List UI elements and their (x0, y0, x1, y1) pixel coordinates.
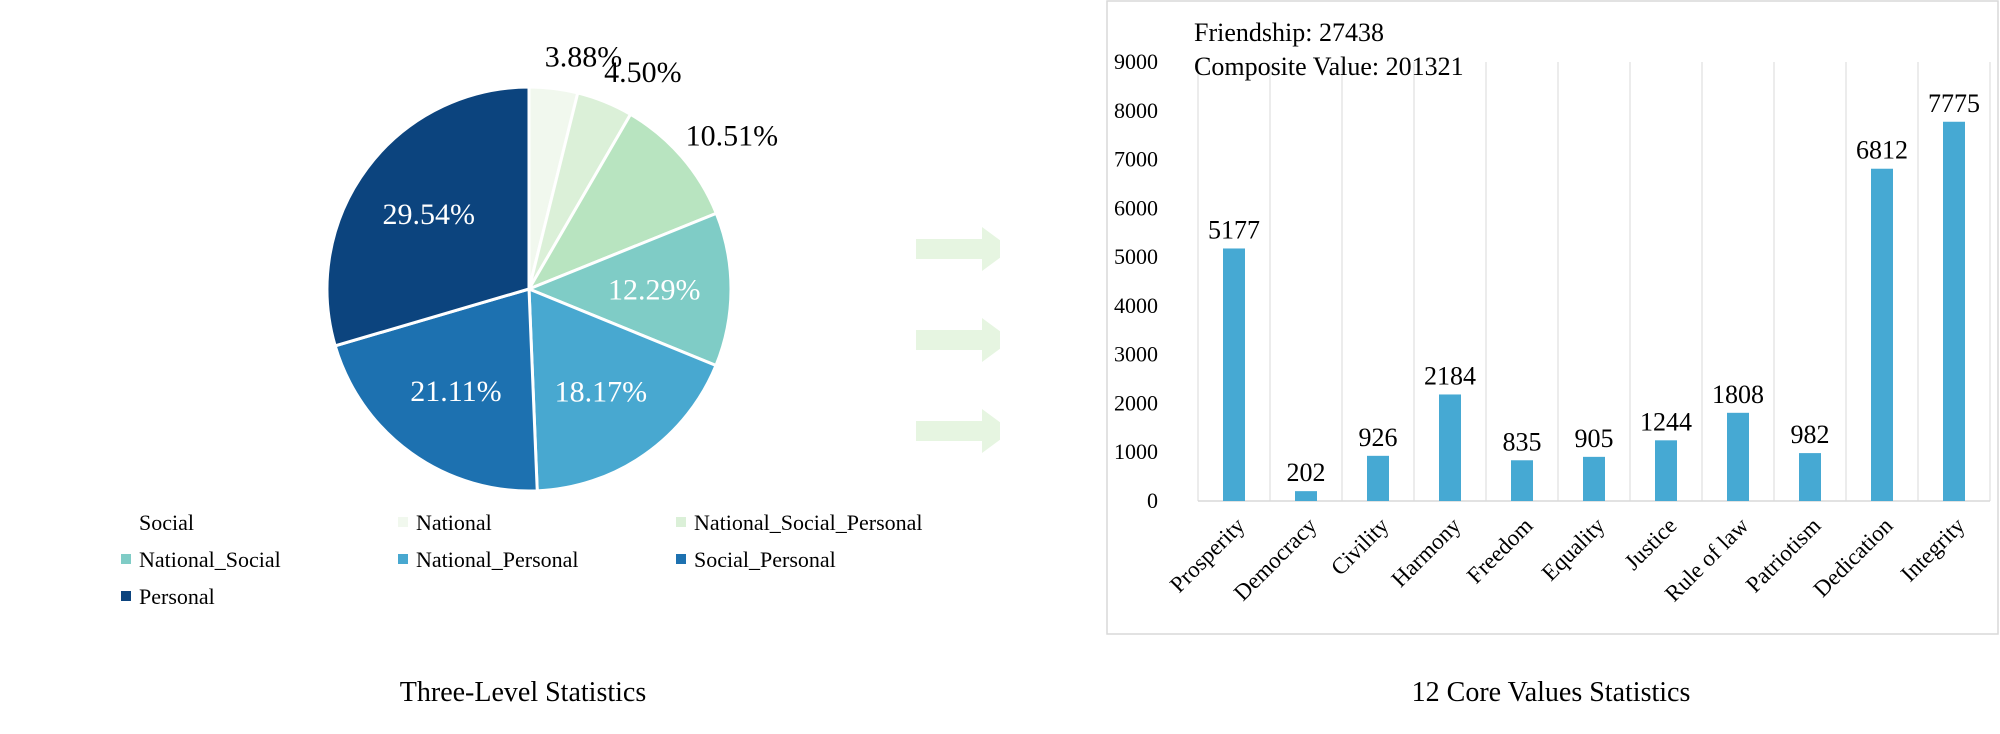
bar (1943, 121, 1965, 501)
bar (1727, 412, 1749, 501)
bar-annotation: Composite Value: 201321 (1194, 52, 1464, 81)
pie-labels: 3.88%4.50%10.51% 12.29% 18.17% 21.11% 29.54% (383, 41, 779, 409)
bar-value-label: 5177 (1208, 215, 1260, 244)
arrow-icon (916, 409, 1012, 453)
bar-value-label: 905 (1575, 424, 1614, 453)
bar (1511, 460, 1533, 501)
pie-slice (525, 211, 733, 368)
bar-value-label: 202 (1287, 458, 1326, 487)
bar-value-label: 926 (1359, 423, 1398, 452)
bar (1799, 453, 1821, 501)
bar (1583, 456, 1605, 501)
pie-caption: Three-Level Statistics (400, 677, 646, 708)
y-tick-label: 4000 (1114, 293, 1158, 318)
bar-value-label: 6812 (1856, 136, 1908, 165)
arrow-icon (916, 318, 1012, 362)
legend-swatch (121, 554, 131, 564)
bar-value-label: 1808 (1712, 380, 1764, 409)
pie-slice-label: 4.50% (604, 56, 682, 89)
pie-slice-label: 3.88% (545, 41, 623, 74)
bar-figure: 0 1000 2000 3000 4000 5000 6000 7000 8000 9000 51… (1100, 0, 2000, 729)
pie-slice (333, 287, 539, 493)
legend-swatch (398, 517, 408, 527)
legend-swatch (121, 591, 131, 601)
pie-slice (325, 85, 531, 348)
y-tick-label: 5000 (1114, 244, 1158, 269)
pie-slice-label: 21.11% (410, 375, 501, 408)
legend-label: National (416, 510, 492, 535)
y-tick-label: 9000 (1114, 49, 1158, 74)
legend-swatch (676, 517, 686, 527)
bar-value-labels: 5177 202 926 2184 835 905 1244 1808 982 6812 7775 (1208, 89, 1980, 487)
pie-slice-label: 12.29% (608, 273, 701, 306)
pie-slice (525, 112, 719, 293)
bar-value-label: 7775 (1928, 89, 1980, 118)
y-tick-label: 2000 (1114, 390, 1158, 415)
bar (1223, 248, 1245, 501)
bar-value-label: 835 (1503, 427, 1542, 456)
y-tick-label: 7000 (1114, 147, 1158, 172)
legend-swatch (121, 517, 131, 527)
bar-value-label: 1244 (1640, 407, 1692, 436)
legend-label: National_Personal (416, 547, 579, 572)
bar-chart: 0 1000 2000 3000 4000 5000 6000 7000 8000 9000 51… (1106, 0, 1999, 708)
legend-label: National_Social_Personal (694, 510, 923, 535)
bar (1367, 455, 1389, 501)
bar (1655, 440, 1677, 501)
pie-legend: Social National National_Social_Personal Na… (121, 510, 923, 609)
bar (1295, 491, 1317, 501)
arrow-icon (916, 227, 1012, 271)
legend-label: Social_Personal (694, 547, 836, 572)
bar-gridlines (1197, 62, 1991, 502)
pie-slice-label: 10.51% (686, 120, 779, 153)
pie-chart: 3.88%4.50%10.51% 12.29% 18.17% 21.11% 29.54%… (121, 41, 1012, 708)
bar-y-tick-labels: 0 1000 2000 3000 4000 5000 6000 7000 8000 9000 (1114, 49, 1158, 513)
pie-slices (325, 85, 733, 493)
pie-figure: 3.88% 4.50% 10.51% 12.29% 18.17% 21.11% 29.54%… (0, 0, 1012, 729)
bar-annotation: Friendship: 27438 (1194, 18, 1384, 47)
pie-arrows (916, 227, 1012, 453)
legend-label: National_Social (139, 547, 281, 572)
bar (1871, 168, 1893, 502)
legend-swatch (676, 554, 686, 564)
pie-slice-label: 18.17% (555, 376, 648, 409)
bar-value-label: 2184 (1424, 361, 1476, 390)
y-tick-label: 0 (1147, 488, 1158, 513)
y-tick-label: 6000 (1114, 195, 1158, 220)
legend-swatch (398, 554, 408, 564)
chart-frame (1106, 0, 1999, 635)
bar-bars (1223, 121, 1965, 502)
bar-value-label: 982 (1791, 420, 1830, 449)
y-tick-label: 3000 (1114, 342, 1158, 367)
pie-slice-label: 29.54% (383, 198, 476, 231)
legend-label: Personal (139, 584, 215, 609)
bar-caption: 12 Core Values Statistics (1412, 677, 1691, 708)
pie-slice (527, 286, 718, 493)
y-tick-label: 1000 (1114, 439, 1158, 464)
y-tick-label: 8000 (1114, 98, 1158, 123)
bar (1439, 394, 1461, 501)
bar-annotations: Friendship: 27438 Composite Value: 201321 (1194, 18, 1464, 81)
legend-label: Social (139, 510, 194, 535)
